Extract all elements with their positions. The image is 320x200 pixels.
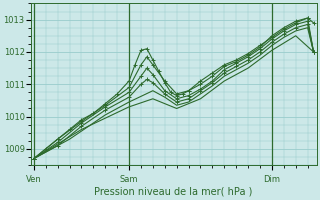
- X-axis label: Pression niveau de la mer( hPa ): Pression niveau de la mer( hPa ): [94, 187, 253, 197]
